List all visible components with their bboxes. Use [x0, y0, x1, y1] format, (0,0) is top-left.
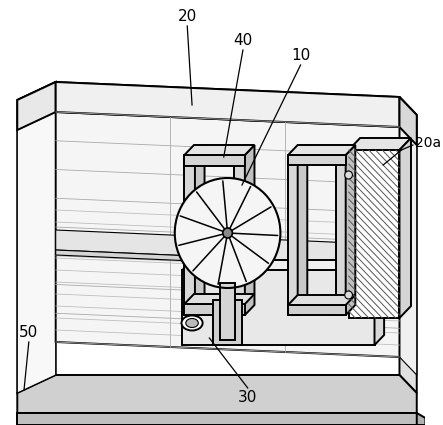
Polygon shape [184, 155, 195, 315]
Circle shape [223, 228, 233, 238]
Polygon shape [400, 127, 417, 375]
Polygon shape [17, 112, 56, 393]
Polygon shape [17, 82, 417, 115]
Polygon shape [400, 138, 411, 318]
Polygon shape [234, 155, 245, 315]
Polygon shape [184, 294, 254, 304]
Polygon shape [288, 155, 346, 165]
Polygon shape [245, 145, 254, 315]
Polygon shape [336, 155, 346, 315]
Ellipse shape [186, 318, 198, 328]
Polygon shape [400, 97, 417, 393]
Polygon shape [56, 82, 400, 127]
Polygon shape [213, 300, 242, 345]
Polygon shape [184, 145, 254, 155]
Polygon shape [17, 82, 56, 130]
Polygon shape [183, 270, 374, 345]
Circle shape [175, 178, 280, 288]
Polygon shape [17, 413, 417, 425]
Polygon shape [288, 145, 355, 155]
Polygon shape [288, 305, 346, 315]
Polygon shape [220, 283, 235, 340]
Polygon shape [195, 145, 205, 315]
Text: 50: 50 [19, 325, 39, 340]
Text: 40: 40 [233, 33, 253, 48]
Polygon shape [374, 260, 384, 345]
Text: 20: 20 [178, 9, 197, 24]
Polygon shape [400, 97, 417, 145]
Polygon shape [17, 375, 417, 413]
Text: 10: 10 [291, 48, 310, 63]
Text: 30: 30 [238, 390, 257, 405]
Polygon shape [56, 112, 400, 357]
Polygon shape [346, 145, 355, 315]
Polygon shape [349, 138, 411, 150]
Polygon shape [288, 295, 355, 305]
Polygon shape [184, 155, 245, 166]
Polygon shape [184, 304, 245, 315]
Ellipse shape [182, 315, 202, 331]
Polygon shape [349, 150, 400, 318]
Polygon shape [17, 82, 56, 393]
Polygon shape [417, 413, 425, 425]
Circle shape [345, 171, 353, 179]
Polygon shape [56, 230, 400, 265]
Polygon shape [298, 145, 307, 315]
Circle shape [345, 291, 353, 299]
Text: 20a: 20a [415, 136, 441, 150]
Polygon shape [288, 155, 298, 315]
Polygon shape [183, 260, 384, 270]
Polygon shape [56, 250, 400, 270]
